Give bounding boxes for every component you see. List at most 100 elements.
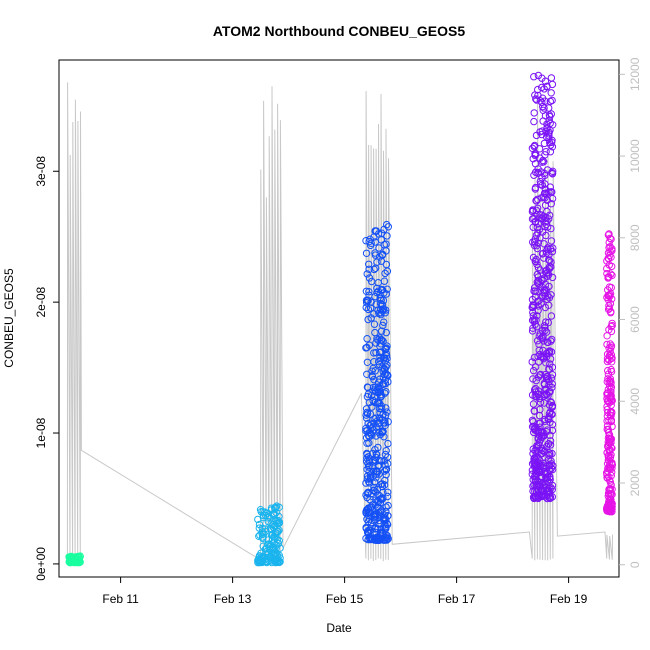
data-point [263, 514, 272, 522]
data-point [382, 240, 390, 248]
data-point [374, 525, 382, 533]
data-point [545, 271, 553, 279]
data-point [538, 428, 546, 436]
data-point [378, 336, 386, 344]
data-point [365, 463, 373, 471]
data-point [541, 218, 550, 226]
data-point [362, 434, 371, 442]
data-point [540, 337, 548, 345]
data-point [604, 366, 612, 375]
data-point [548, 485, 556, 494]
data-point [607, 235, 615, 243]
data-point [365, 274, 374, 282]
data-point [530, 117, 538, 126]
data-point [543, 266, 551, 274]
data-point [380, 318, 388, 326]
data-point [548, 143, 557, 151]
data-point [382, 344, 391, 352]
data-point [375, 244, 383, 252]
data-point [542, 318, 550, 326]
data-point [532, 206, 541, 215]
data-point [547, 398, 555, 406]
data-point [534, 387, 543, 395]
data-point [547, 457, 555, 465]
data-point [273, 529, 281, 537]
data-point [604, 464, 612, 473]
data-point [538, 211, 546, 219]
data-point [606, 340, 614, 348]
data-point [376, 353, 384, 361]
data-point [545, 301, 553, 309]
data-point [528, 207, 537, 216]
series-points [528, 71, 557, 503]
data-point [545, 130, 553, 138]
data-point [603, 332, 611, 340]
data-point [532, 196, 540, 205]
data-point [603, 269, 611, 278]
data-point [530, 109, 538, 117]
x-tick-label: Feb 19 [550, 592, 588, 606]
data-point [264, 536, 272, 544]
data-point [544, 392, 552, 400]
data-point [539, 462, 548, 470]
data-point [373, 335, 381, 343]
data-point [375, 491, 383, 500]
data-point [533, 244, 541, 253]
data-point [532, 150, 540, 159]
right-y-tick-label: 6000 [628, 306, 642, 333]
data-point [547, 398, 556, 407]
data-point [606, 485, 615, 493]
data-point [255, 524, 263, 532]
data-point [540, 254, 548, 262]
data-point [380, 354, 388, 362]
data-point [384, 223, 392, 231]
data-point [548, 273, 557, 282]
data-point [543, 426, 551, 434]
data-point [607, 308, 615, 316]
data-point [371, 249, 379, 257]
x-tick-label: Feb 17 [438, 592, 476, 606]
data-point [604, 254, 612, 262]
x-tick-label: Feb 15 [326, 592, 364, 606]
data-point [542, 353, 551, 361]
data-point [540, 286, 549, 294]
data-point [268, 531, 276, 539]
data-point [548, 493, 556, 501]
data-point [529, 312, 537, 320]
data-point [377, 532, 385, 540]
right-y-tick-label: 2000 [628, 469, 642, 496]
data-point [375, 536, 383, 544]
data-point [384, 512, 392, 520]
data-point [364, 409, 372, 418]
data-point [548, 363, 557, 371]
data-point [608, 468, 616, 476]
data-point [380, 433, 388, 441]
data-point [362, 405, 371, 413]
data-point [381, 421, 389, 429]
data-point [547, 74, 556, 82]
data-point [258, 530, 266, 539]
data-point [383, 354, 391, 363]
data-point [534, 306, 542, 315]
data-point [370, 265, 378, 274]
data-point [603, 402, 611, 411]
data-point [363, 335, 371, 343]
series-points [603, 230, 616, 516]
data-point [254, 555, 263, 563]
data-point [377, 327, 386, 335]
data-point [270, 549, 278, 557]
data-point [546, 466, 554, 475]
data-point [546, 245, 555, 253]
data-point [378, 286, 387, 294]
data-point [363, 515, 371, 523]
data-point [534, 352, 542, 361]
data-point [364, 315, 372, 324]
data-point [539, 481, 547, 490]
data-point [548, 170, 557, 178]
data-point [536, 177, 544, 186]
data-point [367, 430, 375, 438]
data-point [370, 320, 379, 328]
data-point [377, 296, 385, 304]
data-point [382, 290, 390, 298]
